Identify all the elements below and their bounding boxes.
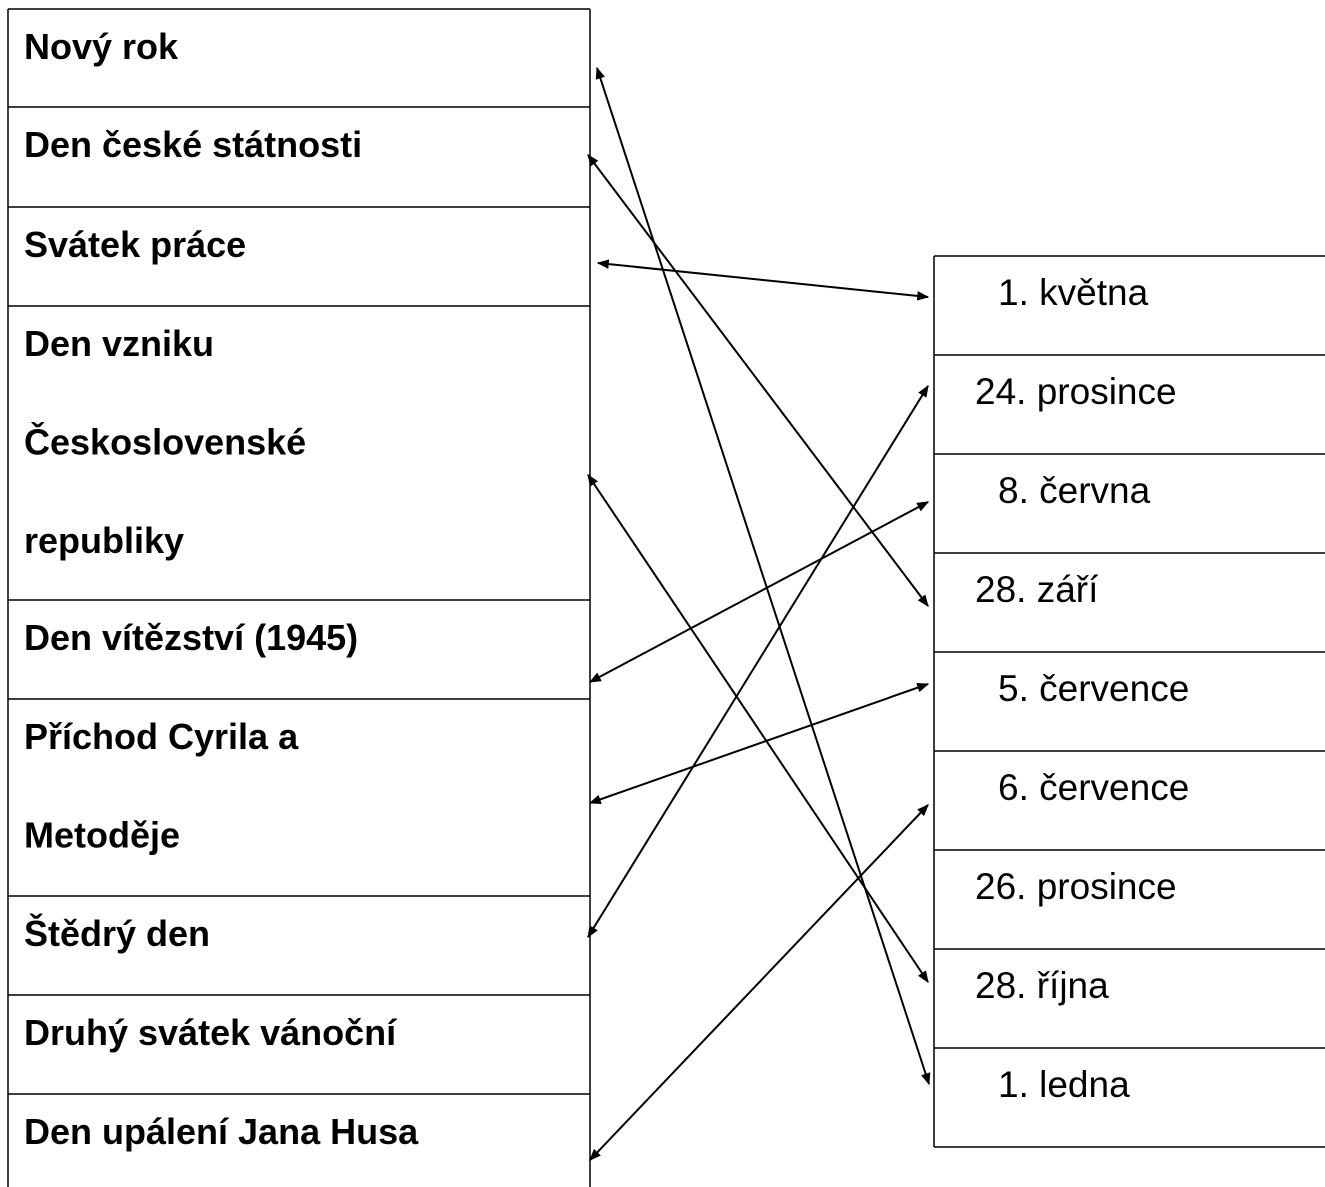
holiday-name: Den české státnosti: [24, 124, 362, 165]
holiday-name: Československé: [24, 421, 306, 463]
arrow: [587, 474, 929, 983]
arrow: [587, 154, 929, 607]
date: 26. prosince: [975, 866, 1177, 907]
holiday-name: Metoděje: [24, 815, 180, 856]
date: 1. května: [998, 272, 1149, 313]
date: 28. října: [975, 965, 1109, 1006]
arrow: [595, 66, 931, 1086]
arrow: [589, 804, 929, 1161]
arrow: [588, 501, 930, 683]
date: 28. září: [975, 569, 1099, 610]
holiday-name: republiky: [24, 520, 184, 561]
holiday-name: Den vítězství (1945): [24, 617, 358, 658]
arrows: [587, 66, 931, 1161]
date: 8. června: [998, 470, 1151, 511]
arrow: [596, 259, 930, 301]
holiday-name: Štědrý den: [24, 912, 210, 954]
date: 1. ledna: [998, 1064, 1130, 1105]
date: 5. července: [998, 668, 1189, 709]
date: 24. prosince: [975, 371, 1177, 412]
holiday-name: Den upálení Jana Husa: [24, 1111, 419, 1152]
holiday-name: Svátek práce: [24, 224, 246, 265]
arrow: [588, 683, 930, 804]
holiday-name: Nový rok: [24, 26, 179, 67]
holiday-name: Den vzniku: [24, 323, 214, 364]
holiday-name: Druhý svátek vánoční: [24, 1012, 397, 1053]
date: 6. července: [998, 767, 1189, 808]
arrow: [587, 384, 929, 939]
holiday-name: Příchod Cyrila a: [24, 716, 299, 757]
